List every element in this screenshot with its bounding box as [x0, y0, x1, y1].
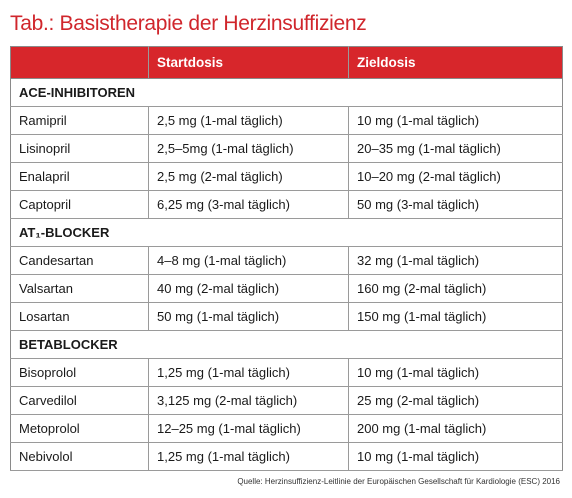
drug-name: Nebivolol	[10, 442, 149, 471]
drug-row: Ramipril 2,5 mg (1-mal täglich) 10 mg (1-m…	[10, 106, 563, 135]
header-row: Startdosis Zieldosis	[10, 46, 563, 79]
target-dose: 10 mg (1-mal täglich)	[348, 442, 563, 471]
target-dose: 10 mg (1-mal täglich)	[348, 106, 563, 135]
drug-row: Losartan 50 mg (1-mal täglich) 150 mg (1-m…	[10, 302, 563, 331]
start-dose: 4–8 mg (1-mal täglich)	[148, 246, 349, 275]
target-dose: 32 mg (1-mal täglich)	[348, 246, 563, 275]
drug-name: Valsartan	[10, 274, 149, 303]
start-dose: 40 mg (2-mal täglich)	[148, 274, 349, 303]
group-name: BETABLOCKER	[10, 330, 563, 359]
header-cell: Zieldosis	[348, 46, 563, 79]
drug-name: Lisinopril	[10, 134, 149, 163]
drug-name: Losartan	[10, 302, 149, 331]
start-dose: 1,25 mg (1-mal täglich)	[148, 358, 349, 387]
target-dose: 20–35 mg (1-mal täglich)	[348, 134, 563, 163]
table-body: ACE-INHIBITOREN Ramipril 2,5 mg (1-mal täg…	[10, 78, 563, 471]
source: Quelle: Herzinsuffizienz-Leitlinie der E…	[237, 477, 560, 486]
drug-row: Carvedilol 3,125 mg (2-mal täglich) 25 mg …	[10, 386, 563, 415]
drug-name: Captopril	[10, 190, 149, 219]
group-name: ACE-INHIBITOREN	[10, 78, 563, 107]
drug-row: Bisoprolol 1,25 mg (1-mal täglich) 10 mg (…	[10, 358, 563, 387]
target-dose: 10 mg (1-mal täglich)	[348, 358, 563, 387]
dosage-table: Startdosis Zieldosis ACE-INHIBITOREN Rami…	[10, 46, 563, 471]
drug-row: Metoprolol 12–25 mg (1-mal täglich) 200 mg…	[10, 414, 563, 443]
drug-name: Metoprolol	[10, 414, 149, 443]
title: Tab.: Basistherapie der Herzinsuffizienz	[10, 12, 367, 35]
group-row: BETABLOCKER	[10, 330, 563, 359]
drug-name: Enalapril	[10, 162, 149, 191]
target-dose: 10–20 mg (2-mal täglich)	[348, 162, 563, 191]
target-dose: 160 mg (2-mal täglich)	[348, 274, 563, 303]
target-dose: 50 mg (3-mal täglich)	[348, 190, 563, 219]
drug-name: Carvedilol	[10, 386, 149, 415]
start-dose: 12–25 mg (1-mal täglich)	[148, 414, 349, 443]
start-dose: 3,125 mg (2-mal täglich)	[148, 386, 349, 415]
drug-name: Bisoprolol	[10, 358, 149, 387]
start-dose: 1,25 mg (1-mal täglich)	[148, 442, 349, 471]
header-cell: Startdosis	[148, 46, 349, 79]
start-dose: 6,25 mg (3-mal täglich)	[148, 190, 349, 219]
drug-name: Candesartan	[10, 246, 149, 275]
drug-row: Lisinopril 2,5–5mg (1-mal täglich) 20–35 m…	[10, 134, 563, 163]
target-dose: 150 mg (1-mal täglich)	[348, 302, 563, 331]
drug-row: Nebivolol 1,25 mg (1-mal täglich) 10 mg (1…	[10, 442, 563, 471]
target-dose: 25 mg (2-mal täglich)	[348, 386, 563, 415]
drug-row: Enalapril 2,5 mg (2-mal täglich) 10–20 mg …	[10, 162, 563, 191]
drug-row: Valsartan 40 mg (2-mal täglich) 160 mg (2-…	[10, 274, 563, 303]
start-dose: 2,5–5mg (1-mal täglich)	[148, 134, 349, 163]
start-dose: 2,5 mg (1-mal täglich)	[148, 106, 349, 135]
target-dose: 200 mg (1-mal täglich)	[348, 414, 563, 443]
group-row: AT₁-BLOCKER	[10, 218, 563, 247]
header-cell	[10, 46, 149, 79]
start-dose: 2,5 mg (2-mal täglich)	[148, 162, 349, 191]
drug-row: Candesartan 4–8 mg (1-mal täglich) 32 mg (…	[10, 246, 563, 275]
group-row: ACE-INHIBITOREN	[10, 78, 563, 107]
start-dose: 50 mg (1-mal täglich)	[148, 302, 349, 331]
drug-name: Ramipril	[10, 106, 149, 135]
group-name: AT₁-BLOCKER	[10, 218, 563, 247]
drug-row: Captopril 6,25 mg (3-mal täglich) 50 mg (3…	[10, 190, 563, 219]
